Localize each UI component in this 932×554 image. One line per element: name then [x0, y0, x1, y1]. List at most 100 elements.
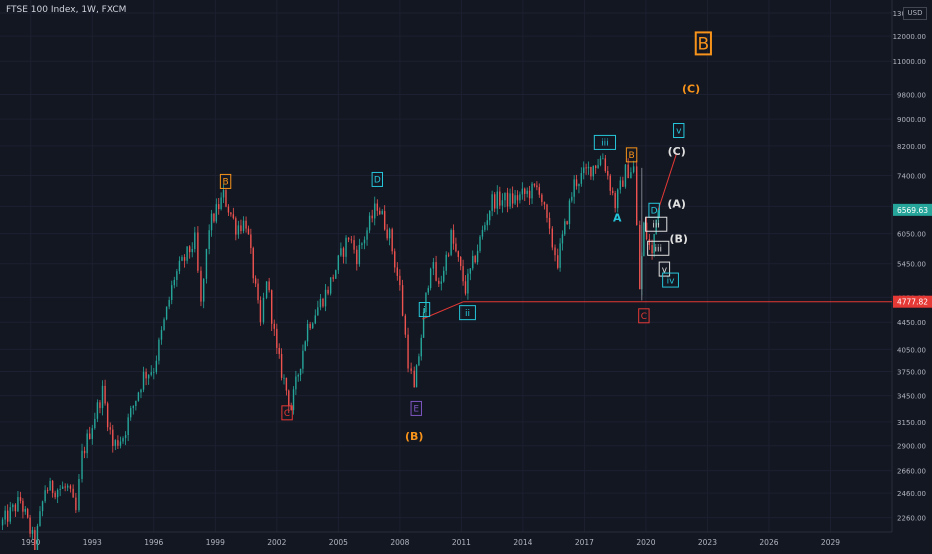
current-price-tag-bg	[893, 203, 932, 216]
candle-body	[19, 497, 22, 501]
candle-body	[317, 307, 319, 316]
candle-body	[391, 229, 393, 252]
candle-body	[622, 180, 624, 187]
price-axis-tick-label: 4450.00	[897, 319, 926, 327]
price-axis-tick-label: 8200.00	[897, 143, 926, 151]
wave-label[interactable]: B	[628, 151, 634, 161]
candle-body	[347, 237, 350, 240]
wave-label[interactable]: (C)	[682, 83, 700, 96]
candle-body	[61, 486, 64, 489]
candle-body	[299, 368, 302, 375]
candle-body	[280, 353, 283, 378]
wave-label[interactable]: C	[284, 409, 290, 419]
candle-body	[250, 234, 252, 249]
candle-body	[160, 329, 163, 340]
price-axis-tick-label: 6050.00	[897, 231, 926, 239]
symbol-title[interactable]: FTSE 100 Index, 1W, FXCM	[6, 5, 127, 15]
wave-label[interactable]: (B)	[670, 232, 688, 245]
wave-label-box	[418, 302, 431, 318]
projection-line[interactable]	[657, 152, 678, 211]
currency-badge[interactable]: USD	[903, 7, 927, 20]
candle-body	[39, 511, 41, 526]
candle-body	[4, 510, 6, 520]
candle-body	[361, 243, 363, 246]
wave-label[interactable]: (A)	[667, 197, 686, 210]
candle-body	[183, 257, 186, 261]
wave-label[interactable]: A	[613, 211, 622, 224]
time-axis-tick-label: 2005	[329, 538, 348, 547]
wave-label[interactable]: v	[662, 265, 668, 275]
candle-body	[564, 221, 566, 235]
wave-label[interactable]: (C)	[668, 145, 686, 158]
wave-label-box	[459, 305, 476, 321]
candle-body	[252, 248, 254, 279]
wave-label[interactable]: D	[651, 207, 658, 217]
candle-body	[624, 164, 627, 187]
candle-body	[356, 249, 358, 265]
candle-body	[484, 225, 486, 230]
candle-body	[99, 402, 101, 409]
candle-body	[89, 433, 91, 439]
time-axis-tick-label: 1990	[21, 538, 40, 547]
candle-body	[511, 193, 514, 204]
candle-body	[273, 323, 275, 329]
candle-body	[104, 385, 106, 404]
candle-body	[432, 262, 435, 269]
candle-body	[237, 225, 240, 235]
wave-label[interactable]: iii	[601, 139, 609, 149]
candle-body	[630, 172, 632, 179]
candle-body	[353, 240, 355, 250]
wave-label[interactable]: iii	[654, 245, 662, 255]
candle-body	[462, 266, 464, 282]
candle-body	[516, 195, 519, 201]
candle-body	[489, 210, 491, 221]
candle-body	[521, 188, 524, 195]
candle-body	[429, 268, 432, 289]
wave-label[interactable]: i	[423, 306, 426, 316]
candle-body	[557, 255, 559, 268]
candle-body	[49, 480, 51, 491]
candle-body	[56, 489, 59, 498]
candle-body	[319, 298, 322, 308]
candle-body	[496, 191, 498, 209]
wave-label[interactable]: iv	[667, 276, 676, 286]
candle-body	[245, 220, 247, 229]
candle-body	[262, 297, 265, 323]
candle-body	[554, 247, 556, 256]
time-axis-tick-label: 2017	[575, 538, 594, 547]
candle-body	[632, 166, 635, 173]
candle-body	[147, 374, 150, 379]
candle-body	[459, 256, 462, 267]
candle-body	[597, 165, 599, 169]
price-axis-tick-label: 9000.00	[897, 116, 926, 124]
candle-body	[181, 257, 183, 261]
price-axis-tick-label: 11000.00	[893, 58, 926, 66]
price-axis-tick-label: 2260.00	[897, 515, 926, 523]
wave-label[interactable]: (B)	[405, 430, 423, 443]
candle-body	[469, 268, 472, 274]
candle-body	[447, 254, 450, 256]
wave-label[interactable]: B	[698, 35, 710, 55]
candle-body	[342, 248, 345, 257]
wave-label-box	[281, 405, 293, 421]
candle-body	[568, 200, 571, 225]
candle-body	[592, 165, 594, 177]
wave-label-box	[658, 261, 671, 277]
candle-body	[566, 221, 568, 225]
support-price-tag[interactable]: 4777.82	[897, 298, 928, 307]
wave-label[interactable]: ii	[465, 309, 470, 319]
wave-label[interactable]: B	[222, 178, 228, 188]
wave-label[interactable]: E	[413, 405, 419, 415]
wave-label[interactable]: v	[676, 127, 682, 137]
candle-body	[240, 225, 242, 231]
current-price-tag[interactable]: 6569.63	[897, 206, 928, 215]
candle-body	[374, 203, 376, 219]
wave-label[interactable]: C	[641, 312, 647, 322]
wave-label-box	[694, 31, 712, 56]
wave-label[interactable]: iii	[652, 220, 660, 230]
wave-label[interactable]: D	[374, 176, 381, 186]
candle-body	[612, 190, 614, 194]
candle-body	[235, 218, 237, 235]
